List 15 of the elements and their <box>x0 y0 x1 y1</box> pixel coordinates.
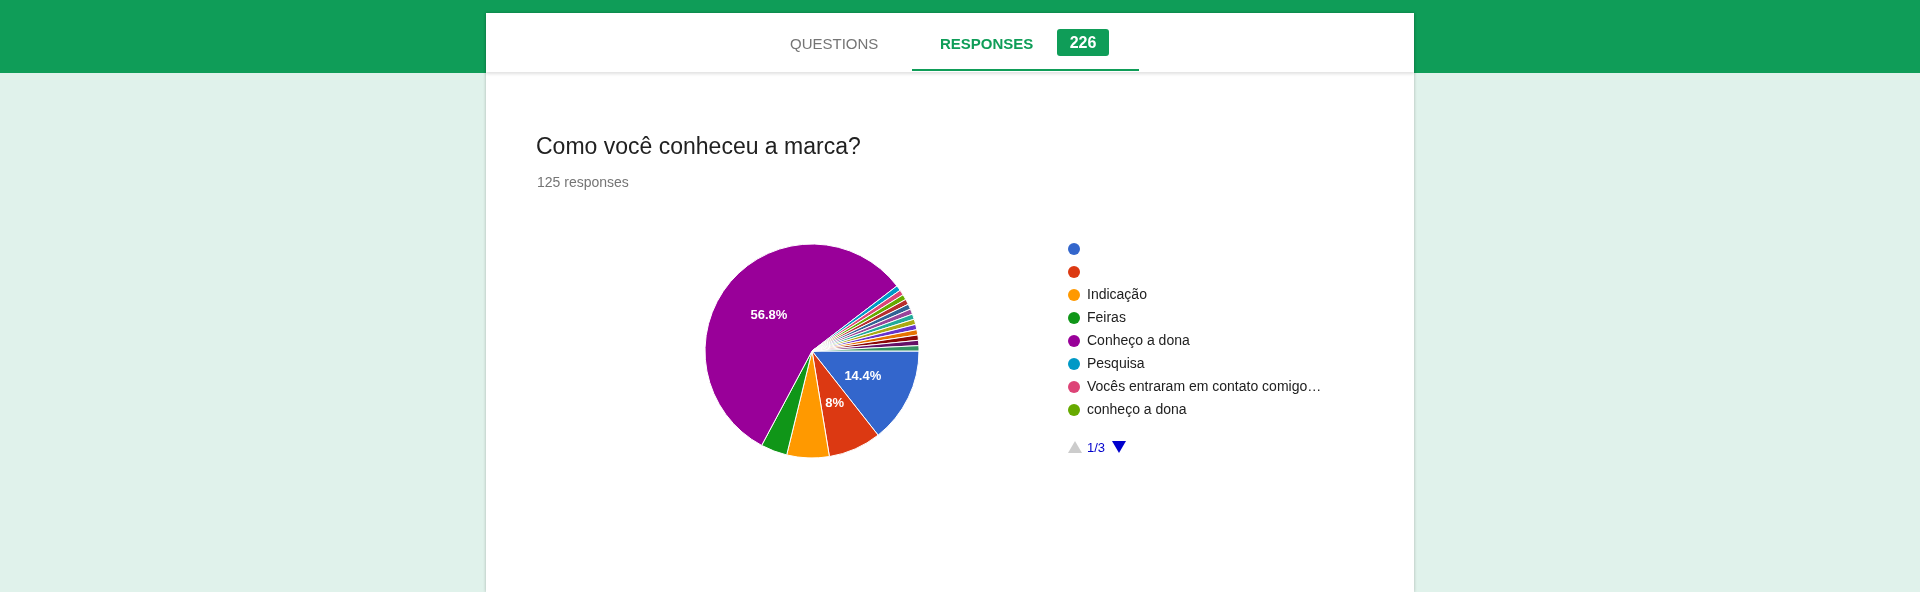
chart-title: Como você conheceu a marca? <box>536 133 861 159</box>
text: 1/3 <box>1087 440 1106 455</box>
count-badge: 226 <box>1057 29 1109 56</box>
text: QUESTIONS <box>790 35 879 52</box>
data-label: 56.8% <box>750 306 788 322</box>
legend-label: Vocês entraram em contato comigo… <box>1087 378 1322 394</box>
text: RESPONSES <box>940 35 1034 52</box>
legend-label: Pesquisa <box>1087 355 1145 371</box>
legend-label: Conheço a dona <box>1087 332 1190 348</box>
legend-label: conheço a dona <box>1087 401 1187 417</box>
data-label: 14.4% <box>844 368 882 384</box>
legend-label: Indicação <box>1087 286 1147 302</box>
text: 125 responses <box>537 174 629 190</box>
data-label: 8% <box>825 395 845 411</box>
legend-label: Feiras <box>1087 309 1126 325</box>
